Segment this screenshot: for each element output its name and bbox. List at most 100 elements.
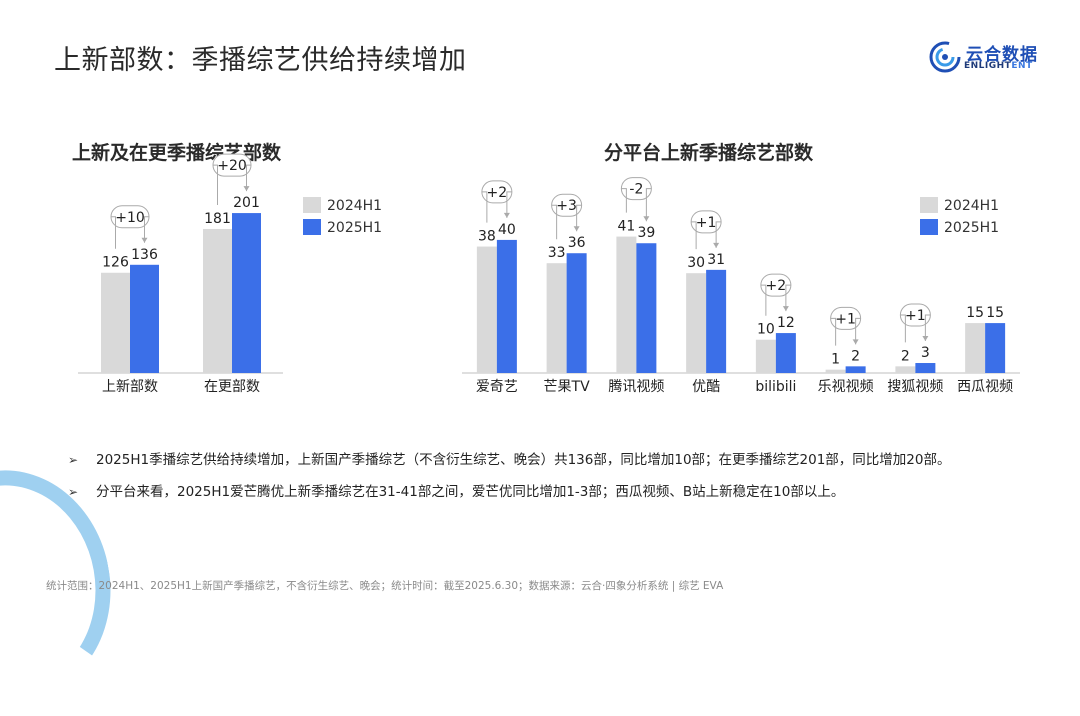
summary-bullets: ➢ 2025H1季播综艺供给持续增加，上新国产季播综艺（不含衍生综艺、晚会）共1… — [68, 450, 1058, 514]
c2-change-connector-left — [621, 188, 627, 213]
c1-change-connector-right — [144, 216, 149, 243]
c1-change-label: +10 — [115, 210, 145, 226]
c2-change-arrowhead — [713, 242, 720, 248]
c1-legend-label: 2025H1 — [327, 220, 382, 236]
bullet-text: 分平台来看，2025H1爱芒腾优上新季播综艺在31-41部之间，爱芒优同比增加1… — [96, 484, 845, 500]
c2-bar-2024h1 — [895, 366, 916, 373]
bullet-arrow-icon: ➢ — [68, 453, 79, 467]
c2-bar-2025h1 — [706, 269, 727, 373]
c2-data-label-2025h1: 36 — [568, 235, 586, 251]
c2-change-label: +1 — [696, 215, 717, 231]
c2-data-label-2024h1: 1 — [831, 352, 840, 368]
c2-bar-2024h1 — [616, 236, 637, 373]
c2-change-label: -2 — [629, 182, 643, 198]
c2-data-label-2024h1: 41 — [617, 219, 635, 235]
c2-data-label-2025h1: 39 — [637, 225, 655, 241]
c2-bar-2024h1 — [476, 246, 497, 373]
c2-bar-2025h1 — [636, 243, 657, 373]
c2-change-connector-right — [924, 314, 931, 342]
c2-data-label-2024h1: 10 — [757, 322, 775, 338]
c1-bar-2024h1 — [203, 228, 232, 373]
c2-data-label-2025h1: 15 — [986, 305, 1004, 321]
watermark: 读娱 — [962, 536, 1043, 580]
c1-bar-2025h1 — [130, 264, 159, 373]
c2-change-connector-right — [715, 221, 722, 248]
c1-data-label-2024h1: 181 — [204, 211, 231, 227]
logo-text-cn: 云合数据 — [966, 45, 1038, 65]
c2-change-label: +1 — [905, 308, 926, 324]
c2-data-label-2025h1: 31 — [707, 252, 725, 268]
c1-legend-label: 2024H1 — [327, 198, 382, 214]
c2-change-label: +3 — [556, 198, 577, 214]
c1-change-label: +20 — [217, 158, 247, 174]
page-title: 上新部数：季播综艺供给持续增加 — [54, 45, 467, 76]
c2-change-connector-right — [506, 191, 512, 218]
c2-change-connector-right — [855, 317, 861, 345]
c2-data-label-2024h1: 38 — [478, 229, 496, 245]
c2-change-label: +2 — [766, 278, 787, 294]
c2-bar-2024h1 — [755, 339, 776, 373]
c2-category-label: bilibili — [755, 379, 796, 395]
c1-change-connector-left — [213, 164, 218, 205]
c1-legend-swatch — [303, 219, 321, 235]
c1-change-connector-right — [246, 164, 251, 192]
c2-data-label-2025h1: 2 — [851, 348, 860, 364]
bullet-text: 2025H1季播综艺供给持续增加，上新国产季播综艺（不含衍生综艺、晚会）共136… — [96, 452, 951, 468]
c2-category-label: 优酷 — [692, 379, 720, 395]
c2-change-arrowhead — [573, 226, 580, 232]
bullet-item: ➢ 2025H1季播综艺供给持续增加，上新国产季播综艺（不含衍生综艺、晚会）共1… — [68, 450, 1058, 482]
c2-bar-2025h1 — [915, 363, 936, 373]
c2-change-connector-left — [760, 284, 767, 316]
c2-data-label-2024h1: 15 — [966, 305, 984, 321]
c2-change-label: +1 — [835, 311, 856, 327]
c1-change-connector-left — [111, 216, 116, 249]
c1-category-label: 在更部数 — [204, 379, 260, 395]
chart-2-title: 分平台上新季播综艺部数 — [604, 142, 814, 164]
c2-change-label: +2 — [487, 185, 508, 201]
c2-change-connector-left — [481, 191, 488, 223]
c2-category-label: 西瓜视频 — [957, 379, 1013, 395]
c2-change-arrowhead — [503, 212, 510, 218]
c2-bar-2025h1 — [985, 323, 1006, 373]
c2-category-label: 爱奇艺 — [476, 378, 518, 395]
c2-category-label: 搜狐视频 — [887, 379, 943, 395]
c2-category-label: 腾讯视频 — [608, 378, 664, 395]
c2-category-label: 芒果TV — [544, 379, 591, 395]
c1-data-label-2025h1: 136 — [131, 247, 158, 263]
c2-change-arrowhead — [643, 216, 650, 222]
c2-data-label-2024h1: 30 — [687, 255, 705, 271]
c2-data-label-2024h1: 2 — [901, 348, 910, 364]
c2-change-connector-right — [576, 204, 582, 232]
logo-mark-icon — [929, 41, 961, 73]
c2-change-connector-left — [830, 317, 837, 346]
c2-data-label-2025h1: 12 — [777, 315, 795, 331]
c1-bar-2024h1 — [101, 272, 130, 373]
c2-data-label-2025h1: 40 — [498, 222, 516, 238]
c1-bar-2025h1 — [232, 213, 261, 373]
footnote: 统计范围：2024H1、2025H1上新国产季播综艺，不含衍生综艺、晚会；统计时… — [46, 580, 724, 592]
c2-bar-2024h1 — [965, 323, 986, 373]
c2-bar-2025h1 — [845, 366, 866, 373]
logo-text-en: ENLIGHTENT — [964, 61, 1033, 71]
c2-change-arrowhead — [852, 339, 859, 345]
c1-data-label-2025h1: 201 — [233, 195, 260, 211]
c1-category-label: 上新部数 — [102, 379, 158, 395]
c2-change-connector-left — [551, 204, 558, 240]
c2-bar-2024h1 — [686, 273, 707, 373]
c2-data-label-2025h1: 3 — [921, 345, 930, 361]
c2-change-connector-left — [691, 221, 697, 250]
c2-change-arrowhead — [782, 306, 789, 312]
c2-bar-2024h1 — [825, 369, 846, 373]
c1-legend-swatch — [303, 197, 321, 213]
c2-change-connector-left — [900, 314, 906, 343]
bullet-item: ➢ 分平台来看，2025H1爱芒腾优上新季播综艺在31-41部之间，爱芒优同比增… — [68, 482, 1058, 514]
c2-change-connector-right — [645, 188, 652, 222]
c1-change-arrowhead — [243, 186, 250, 192]
c2-data-label-2024h1: 33 — [548, 245, 566, 261]
c2-change-connector-right — [785, 284, 791, 312]
c2-legend-swatch — [920, 197, 938, 213]
c2-legend-label: 2024H1 — [944, 198, 999, 214]
c2-bar-2025h1 — [775, 333, 796, 373]
c2-bar-2025h1 — [566, 253, 587, 373]
c2-category-label: 乐视视频 — [818, 379, 874, 395]
